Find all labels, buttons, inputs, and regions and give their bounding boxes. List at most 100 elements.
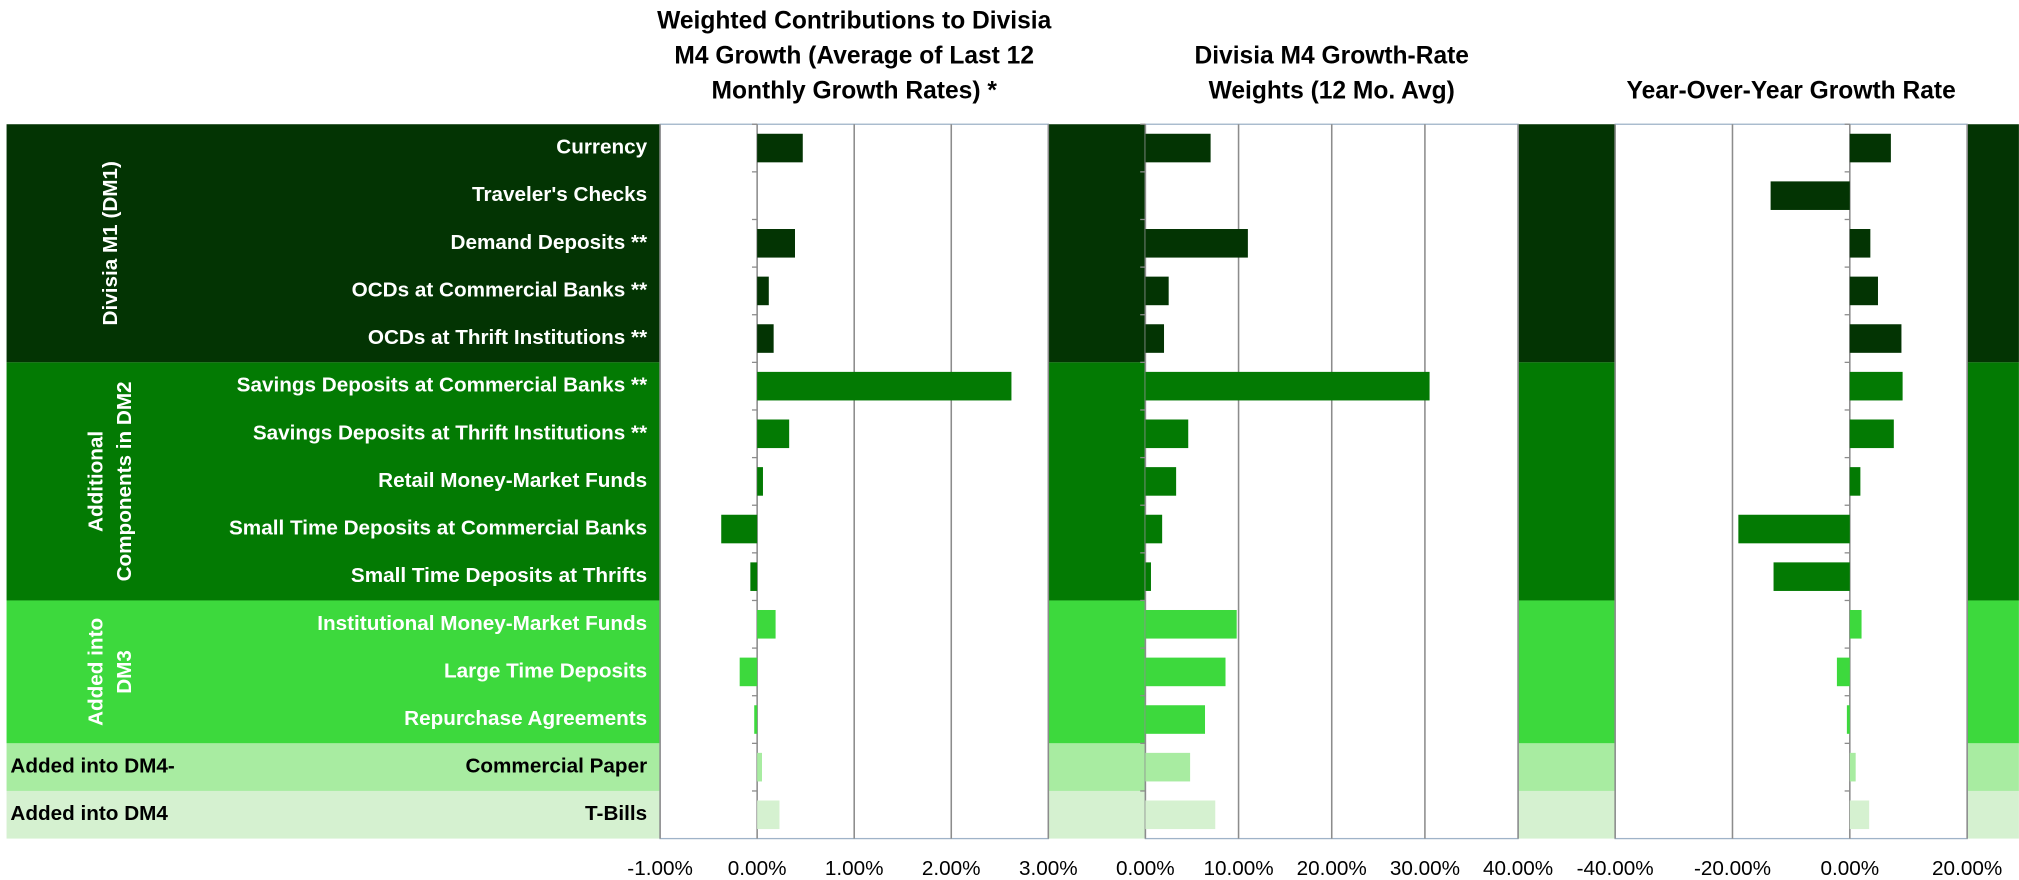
group-band (6, 743, 661, 791)
bar (1849, 324, 1902, 353)
bar (1770, 181, 1850, 210)
group-band (6, 600, 661, 744)
chart-title: M4 Growth (Average of Last 12 (674, 42, 1034, 69)
x-tick-label: 40.00% (1483, 857, 1553, 880)
bar (1145, 514, 1163, 544)
category-label: T-Bills (585, 802, 647, 825)
group-label: Divisia M1 (DM1) (99, 161, 122, 325)
chart-title: Monthly Growth Rates) * (712, 77, 998, 104)
bar (757, 419, 790, 449)
group-band (1048, 790, 1146, 839)
group-band (6, 790, 661, 839)
bar (1849, 467, 1861, 496)
category-label: Institutional Money-Market Funds (317, 612, 647, 635)
group-band (6, 362, 661, 601)
x-tick-label: 2.00% (922, 857, 981, 880)
bar (1738, 514, 1850, 544)
category-label: Currency (556, 136, 647, 159)
x-tick-label: 10.00% (1203, 857, 1273, 880)
bar (754, 705, 758, 734)
x-tick-label: -20.00% (1694, 857, 1771, 880)
chart-title: Weighted Contributions to Divisia (657, 8, 1051, 35)
group-label: Additional (85, 431, 108, 532)
bar (1849, 229, 1871, 258)
bar (1145, 657, 1226, 687)
group-band (1967, 790, 2019, 839)
bar (1145, 800, 1216, 830)
bar (1849, 752, 1856, 782)
bar (1849, 800, 1870, 830)
group-band (6, 124, 661, 363)
category-label: Demand Deposits ** (451, 231, 649, 254)
x-tick-label: 0.00% (728, 857, 787, 880)
x-tick-label: 0.00% (1820, 857, 1879, 880)
group-band (1048, 743, 1146, 791)
bar (1849, 609, 1862, 639)
x-tick-label: 0.00% (1116, 857, 1175, 880)
category-label: Large Time Deposits (444, 659, 647, 682)
bar (1849, 133, 1891, 163)
bar (1145, 133, 1211, 163)
bar (1846, 705, 1850, 734)
category-label: Savings Deposits at Commercial Banks ** (237, 374, 648, 397)
group-band (1518, 790, 1616, 839)
bar (757, 229, 795, 258)
bar (1849, 371, 1903, 401)
bar (1849, 276, 1878, 306)
category-label: OCDs at Thrift Institutions ** (368, 326, 648, 349)
group-band (1967, 600, 2019, 744)
group-band (1967, 362, 2019, 601)
group-band (1518, 362, 1616, 601)
x-tick-label: -40.00% (1577, 857, 1654, 880)
chart-title: Year-Over-Year Growth Rate (1627, 77, 1956, 104)
bar (757, 609, 776, 639)
group-label: Added into DM4 (10, 802, 168, 825)
category-label: Repurchase Agreements (404, 707, 647, 730)
bar (1145, 419, 1189, 449)
group-band (1518, 124, 1616, 363)
x-tick-label: 3.00% (1019, 857, 1078, 880)
bar (757, 800, 780, 830)
chart-title: Weights (12 Mo. Avg) (1209, 77, 1455, 104)
x-tick-label: 20.00% (1297, 857, 1367, 880)
group-label: Added into (85, 618, 108, 726)
bar (1145, 371, 1430, 401)
x-tick-label: -1.00% (627, 857, 693, 880)
chart-title: Divisia M4 Growth-Rate (1194, 42, 1469, 69)
category-label: Commercial Paper (465, 755, 647, 778)
group-band (1518, 743, 1616, 791)
group-band (1048, 600, 1146, 744)
bar (1145, 752, 1191, 782)
bar (1836, 657, 1850, 687)
bar (1145, 562, 1151, 591)
group-band (1967, 124, 2019, 363)
group-band (1048, 124, 1146, 363)
bar (750, 562, 758, 591)
category-label: OCDs at Commercial Banks ** (352, 278, 648, 301)
bar (757, 371, 1012, 401)
bar (1145, 276, 1169, 306)
group-label: Added into DM4- (10, 755, 174, 778)
category-label: Small Time Deposits at Commercial Banks (229, 517, 647, 540)
bar (1849, 419, 1894, 449)
bar (757, 752, 762, 782)
bar (1145, 467, 1177, 496)
category-label: Traveler's Checks (472, 183, 647, 206)
group-label: Components in DM2 (113, 381, 136, 581)
bar (1145, 229, 1248, 258)
bar (757, 467, 763, 496)
group-band (1967, 743, 2019, 791)
bar (721, 514, 758, 544)
category-label: Savings Deposits at Thrift Institutions … (253, 421, 648, 444)
bar (1145, 324, 1165, 353)
bar (739, 657, 758, 687)
bar (757, 133, 803, 163)
group-band (1518, 600, 1616, 744)
bar (1773, 562, 1850, 591)
bar (757, 324, 774, 353)
category-label: Small Time Deposits at Thrifts (351, 564, 647, 587)
category-label: Retail Money-Market Funds (378, 469, 647, 492)
x-tick-label: 30.00% (1390, 857, 1460, 880)
